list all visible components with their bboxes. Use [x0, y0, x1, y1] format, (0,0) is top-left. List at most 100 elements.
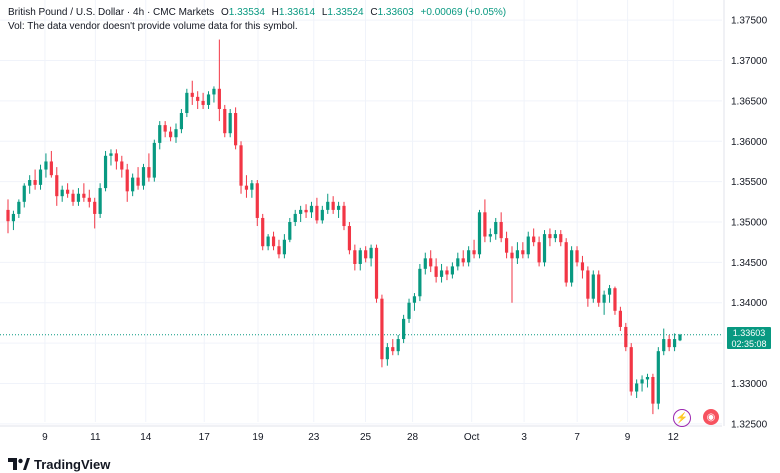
candle-body [450, 266, 454, 275]
candle-body [374, 247, 379, 299]
candle-body [196, 96, 200, 101]
candle-body [342, 205, 346, 227]
candle-body [44, 161, 48, 170]
x-tick-label: 3 [521, 432, 527, 443]
time-axis[interactable]: 9 11 14 17 19 23 25 28 Oct 3 7 9 12 [0, 425, 722, 443]
candle-body [461, 258, 465, 263]
candle-body [239, 145, 243, 186]
candle-body [656, 351, 660, 404]
candle-body [358, 250, 362, 264]
y-tick-label: 1.37500 [731, 16, 768, 27]
candle-body [98, 188, 102, 214]
candle-body [515, 250, 520, 259]
candle-body [499, 222, 503, 239]
candle-body [396, 339, 400, 352]
x-tick-label: 9 [625, 432, 631, 443]
candle-body [120, 161, 124, 170]
candle-body [212, 88, 216, 95]
y-tick-label: 1.32500 [731, 419, 768, 430]
candle-body [672, 339, 677, 348]
candle-body [152, 142, 156, 178]
x-tick-label: 11 [90, 432, 101, 443]
grid-lines [0, 0, 722, 425]
candle-body [309, 205, 314, 213]
candle-body [28, 180, 32, 186]
candle-body [575, 250, 579, 263]
candle-body [217, 88, 221, 109]
candle-body [651, 376, 655, 404]
y-tick-label: 1.36500 [731, 96, 768, 107]
candle-body [282, 239, 286, 255]
candle-body [206, 94, 211, 105]
x-tick-label: 25 [360, 432, 372, 443]
symbol-title[interactable]: British Pound / U.S. Dollar · 4h · CMC M… [8, 7, 215, 18]
volume-note: Vol: The data vendor doesn't provide vol… [8, 21, 298, 32]
last-price-value: 1.33603 [732, 327, 766, 338]
candle-body [33, 180, 37, 185]
candle-body [158, 125, 162, 143]
candle-body [326, 201, 330, 210]
candle-body [618, 310, 622, 327]
candle-body [49, 161, 53, 176]
candle-body [38, 169, 43, 185]
low-value: 1.33524 [327, 7, 364, 18]
candle-body [55, 175, 59, 197]
symbol-line: British Pound / U.S. Dollar · 4h · CMC M… [8, 6, 506, 20]
low-label: L [321, 7, 328, 18]
candle-body [277, 246, 281, 255]
candle-body [299, 209, 303, 214]
candle-body [624, 326, 628, 348]
x-tick-label: 7 [574, 432, 580, 443]
y-tick-label: 1.36000 [731, 137, 768, 148]
price-axis[interactable]: 1.37500 1.37000 1.36500 1.36000 1.35500 1.350… [723, 0, 768, 430]
candle-body [439, 270, 444, 277]
candle-body [271, 236, 276, 247]
close-value: 1.33603 [377, 7, 414, 18]
x-tick-label: 12 [668, 432, 680, 443]
countdown: 02:35:08 [731, 338, 767, 349]
candle-body [223, 108, 227, 134]
candle-body [22, 185, 26, 202]
candle-body [336, 205, 341, 210]
candle-body [60, 189, 64, 197]
candle-body [629, 347, 633, 392]
candle-body [548, 234, 552, 239]
candle-body [174, 129, 178, 138]
high-label: H [271, 7, 279, 18]
candle-body [542, 234, 547, 263]
candle-body [114, 153, 118, 162]
candle-body [234, 113, 238, 146]
candle-body [179, 113, 184, 130]
y-tick-label: 1.34500 [731, 258, 768, 269]
candle-body [87, 197, 91, 202]
candle-body [456, 258, 460, 267]
candle-body [553, 234, 557, 239]
candle-body [293, 213, 297, 222]
last-price-tag: 1.33603 02:35:08 [727, 326, 771, 349]
candle-body [66, 189, 70, 194]
candle-body [71, 193, 75, 202]
candle-body [347, 226, 352, 251]
lightning-icon[interactable]: ⚡ [673, 409, 691, 427]
candle-body [168, 131, 173, 138]
candle-body [570, 250, 574, 283]
candle-body [607, 288, 612, 295]
candle-body [141, 167, 146, 186]
candle-body [147, 167, 151, 178]
candle-body [477, 212, 482, 255]
open-value: 1.33534 [228, 7, 265, 18]
candle-body [526, 236, 530, 255]
news-icon[interactable]: ◉ [703, 409, 719, 425]
y-tick-label: 1.35500 [731, 177, 768, 188]
brand-logo[interactable]: TradingView [8, 457, 110, 472]
x-tick-label: 14 [140, 432, 152, 443]
candle-body [6, 209, 10, 222]
candle-body [185, 92, 189, 114]
candle-body [109, 153, 113, 156]
high-value: 1.33614 [278, 7, 316, 18]
candle-body [613, 288, 617, 311]
candle-body [472, 250, 476, 255]
candle-body [559, 234, 563, 243]
candle-body [266, 236, 270, 247]
